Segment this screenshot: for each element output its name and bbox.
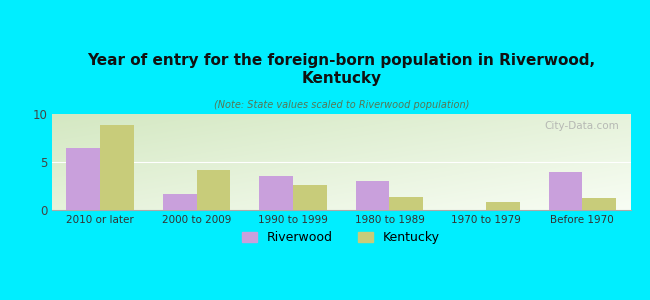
- Text: City-Data.com: City-Data.com: [544, 121, 619, 131]
- Bar: [100, 124, 134, 210]
- Bar: [356, 181, 389, 210]
- Bar: [389, 196, 423, 210]
- Bar: [196, 170, 230, 210]
- Title: Year of entry for the foreign-born population in Riverwood,
Kentucky: Year of entry for the foreign-born popul…: [87, 53, 595, 86]
- Bar: [293, 185, 327, 210]
- Bar: [259, 176, 293, 210]
- Bar: [163, 194, 196, 210]
- Bar: [549, 172, 582, 210]
- Bar: [582, 199, 616, 210]
- Bar: [66, 148, 100, 210]
- Bar: [486, 202, 519, 210]
- Text: (Note: State values scaled to Riverwood population): (Note: State values scaled to Riverwood …: [214, 100, 469, 110]
- Legend: Riverwood, Kentucky: Riverwood, Kentucky: [242, 231, 440, 244]
